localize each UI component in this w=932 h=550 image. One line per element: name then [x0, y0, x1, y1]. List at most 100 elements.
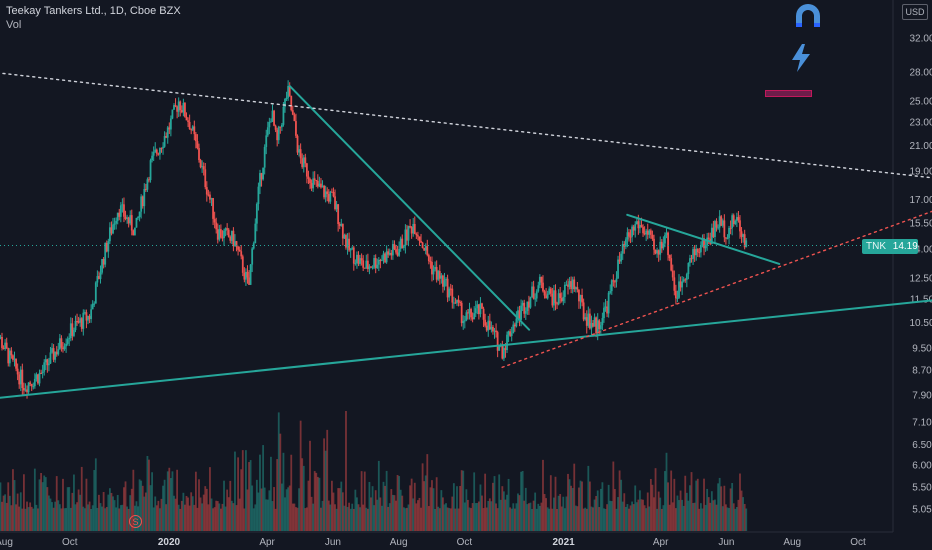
candle-body	[134, 227, 136, 236]
lightning-icon[interactable]	[790, 44, 812, 72]
volume-bar	[693, 502, 696, 531]
volume-bar	[426, 454, 429, 531]
support-dotted[interactable]	[501, 207, 932, 369]
volume-bar	[560, 506, 563, 531]
candle-body	[8, 350, 11, 364]
candle-body	[298, 149, 300, 153]
resistance-dotted[interactable]	[0, 72, 932, 179]
volume-bar	[582, 508, 585, 531]
candle-body	[654, 249, 657, 254]
volume-bar	[91, 505, 94, 531]
volume-bar	[598, 507, 601, 531]
volume-bar	[504, 499, 507, 531]
volume-bar	[424, 475, 427, 531]
volume-bar	[488, 498, 491, 531]
candle-body	[143, 188, 146, 207]
candle-body	[474, 308, 477, 314]
candle-body	[357, 254, 360, 264]
candle-body	[66, 339, 69, 344]
candle-body	[624, 239, 627, 247]
candle-body	[388, 252, 391, 255]
candle-body	[118, 212, 121, 217]
volume-bar	[459, 485, 462, 531]
volume-bar	[123, 487, 125, 531]
candle-body	[690, 258, 693, 260]
volume-bar	[384, 485, 386, 531]
candle-body	[501, 344, 504, 359]
volume-bar	[259, 454, 261, 531]
candle-body	[121, 204, 124, 206]
currency-badge[interactable]: USD	[902, 4, 928, 20]
volume-bar	[205, 488, 208, 531]
candle-body	[365, 260, 368, 269]
candle-body	[73, 330, 75, 336]
candle-body	[176, 106, 179, 112]
candle-body	[590, 322, 593, 329]
magnet-icon[interactable]	[793, 3, 823, 29]
candle-body	[631, 226, 633, 237]
candle-body	[568, 281, 571, 287]
candle-body	[335, 204, 338, 210]
volume-bar	[329, 504, 332, 531]
candle-body	[629, 236, 632, 238]
volume-bar	[202, 494, 205, 531]
candle-body	[187, 120, 189, 122]
candle-body	[85, 312, 88, 321]
volume-bar	[523, 500, 526, 531]
volume-bar	[343, 505, 346, 531]
candle-body	[22, 388, 25, 391]
candle-body	[295, 121, 297, 136]
candle-body	[302, 157, 305, 168]
volume-bar	[674, 508, 677, 531]
candle-body	[487, 320, 490, 331]
volume-bar	[467, 499, 469, 531]
candle-body	[482, 308, 485, 320]
down-trendline[interactable]	[288, 85, 531, 331]
volume-bar	[635, 502, 638, 531]
volume-bar	[485, 507, 488, 531]
volume-bar	[212, 508, 214, 531]
candle-body	[26, 389, 28, 393]
volume-bar	[62, 478, 64, 531]
candle-body	[13, 358, 16, 360]
volume-bar	[513, 508, 516, 531]
candle-body	[684, 279, 687, 281]
volume-bar	[209, 467, 211, 531]
volume-bar	[640, 499, 643, 531]
volume-bar	[689, 485, 691, 531]
highlight-rectangle[interactable]	[765, 90, 812, 97]
wedge-upper-line[interactable]	[626, 213, 781, 265]
candle-body	[457, 299, 460, 303]
volume-bar	[188, 505, 191, 531]
volume-bar	[101, 506, 103, 531]
candle-body	[91, 303, 94, 310]
y-tick-label: 15.50	[909, 218, 932, 229]
volume-bar	[27, 507, 30, 531]
volume-bar	[479, 484, 482, 531]
volume-bar	[407, 504, 410, 531]
volume-bar	[492, 482, 494, 531]
volume-bar	[168, 467, 171, 531]
volume-bar	[390, 489, 393, 531]
volume-bar	[427, 506, 430, 531]
volume-bar	[535, 508, 538, 531]
candle-body	[155, 149, 158, 154]
long-support-line[interactable]	[0, 299, 932, 399]
volume-bar	[16, 493, 19, 531]
volume-bar	[676, 495, 679, 531]
split-event-marker[interactable]: S	[129, 515, 142, 528]
candle-body	[348, 238, 351, 251]
candle-body	[368, 266, 371, 270]
volume-bar	[617, 497, 619, 531]
candle-body	[359, 258, 361, 264]
candle-body	[531, 286, 533, 298]
candle-body	[90, 309, 93, 320]
candle-body	[695, 248, 698, 256]
volume-bar	[574, 505, 577, 531]
candle-body	[381, 259, 383, 261]
volume-bar	[291, 503, 294, 531]
candle-body	[37, 374, 39, 384]
y-tick-label: 9.50	[912, 343, 932, 354]
volume-bar	[692, 502, 694, 531]
